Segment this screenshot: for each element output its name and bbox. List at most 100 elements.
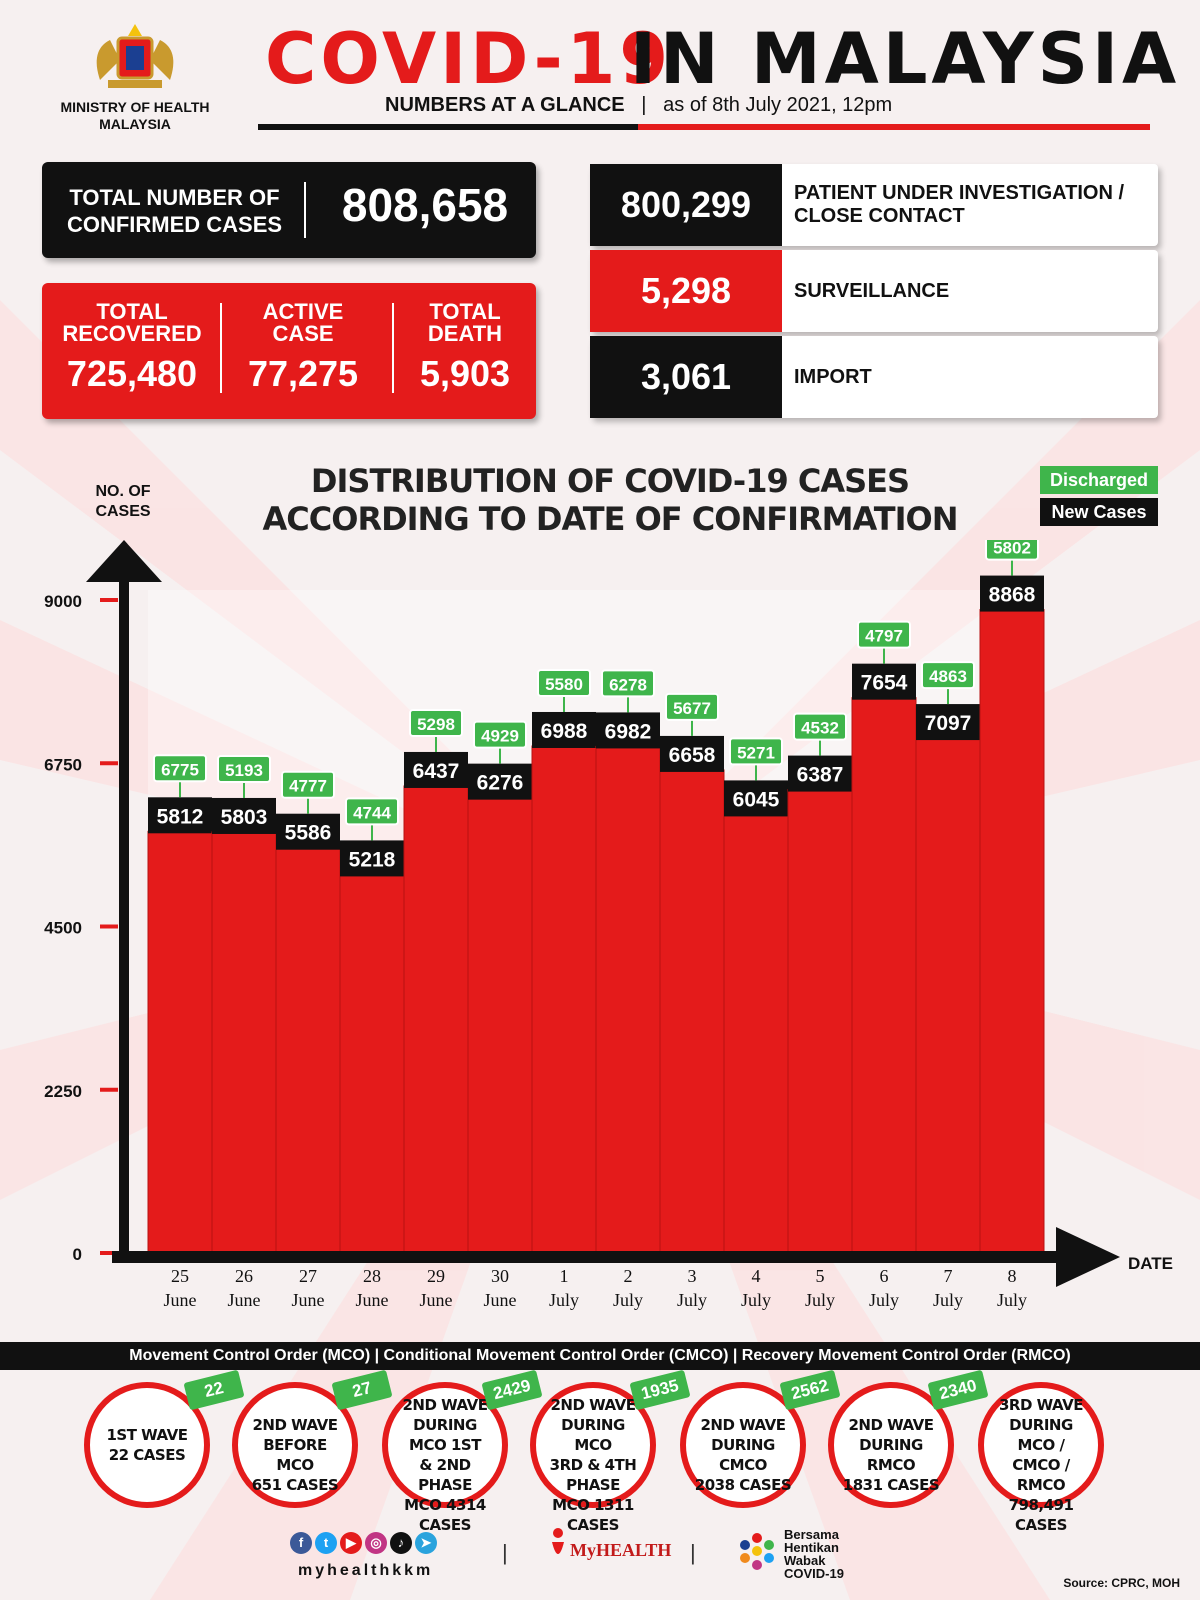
wave-circle: 3RD WAVE DURING MCO / CMCO / RMCO 798,491 CA… [978, 1382, 1104, 1534]
wave-text: 2ND WAVE DURING CMCO 2038 CASES [694, 1415, 792, 1495]
y-tick-label: 9000 [44, 592, 82, 611]
wave-text-line: 2ND WAVE [252, 1416, 338, 1434]
confirmed-value: 808,658 [341, 179, 509, 231]
x-tick-label-month: June [356, 1290, 389, 1310]
x-tick-label-month: July [677, 1290, 707, 1310]
discharged-badge [601, 669, 655, 698]
discharged-value-label: 4744 [353, 803, 391, 822]
campaign-line4: COVID-19 [784, 1566, 844, 1581]
x-tick-label-day: 6 [880, 1266, 889, 1286]
x-tick-label-day: 28 [363, 1266, 381, 1286]
myhealth-logo-icon [552, 1528, 564, 1554]
active-label-line2: CASE [272, 321, 334, 346]
bar-value-label: 7097 [925, 712, 972, 735]
recovered-label-line2: RECOVERED [62, 321, 202, 346]
wave-text-line: 798,491 [1008, 1496, 1074, 1514]
bar-value-label: 6982 [605, 720, 652, 743]
y-axis-label: NO. OF CASES [82, 482, 164, 522]
wave-circle: 2ND WAVE BEFORE MCO 651 CASES [232, 1382, 358, 1508]
footer: f t ▶ ◎ ♪ ➤ myhealthkkm | MyHEALTH | Bersama … [0, 1518, 1200, 1600]
discharged-value-label: 5193 [225, 761, 263, 780]
x-tick-label-month: July [869, 1290, 899, 1310]
category-label-line2: CLOSE CONTACT [794, 205, 965, 227]
active-label: ACTIVE CASE [228, 301, 378, 345]
wave-text-line: 3RD WAVE [999, 1396, 1083, 1414]
wave-text: 3RD WAVE DURING MCO / CMCO / RMCO 798,491 CA… [992, 1395, 1090, 1535]
wave-text: 1ST WAVE 22 CASES [98, 1425, 196, 1465]
x-tick-label-day: 29 [427, 1266, 445, 1286]
wave-badge: 2562 [779, 1369, 841, 1411]
title-malaysia: IN MALAYSIA [630, 18, 1181, 100]
youtube-icon[interactable]: ▶ [340, 1532, 362, 1554]
bar-value-label: 6988 [541, 720, 588, 743]
discharged-value-label: 4863 [929, 667, 967, 686]
campaign-flower-icon [740, 1533, 774, 1570]
discharged-badge [537, 668, 591, 697]
x-tick-label-day: 7 [944, 1266, 953, 1286]
chart-title-line2: ACCORDING TO DATE OF CONFIRMATION [262, 500, 959, 538]
y-axis-label-line2: CASES [95, 503, 151, 520]
discharged-badge [409, 708, 463, 737]
discharged-value-label: 4929 [481, 727, 519, 746]
y-tick-label: 6750 [44, 755, 82, 774]
wave-text-line: 1ST WAVE [106, 1426, 188, 1444]
title-rule-black [258, 124, 638, 130]
bar-new-cases [211, 831, 277, 1254]
wave-text-line: MCO 1311 [552, 1496, 634, 1514]
instagram-icon[interactable]: ◎ [365, 1532, 387, 1554]
outcome-divider-2 [392, 303, 394, 393]
wave-text-line: & 2ND PHASE [418, 1456, 472, 1494]
tiktok-icon[interactable]: ♪ [390, 1532, 412, 1554]
discharged-badge [281, 770, 335, 799]
death-label-line2: DEATH [427, 321, 503, 346]
discharged-value-label: 4532 [801, 719, 839, 738]
x-tick-label-month: June [420, 1290, 453, 1310]
bar-value-label: 6045 [733, 788, 780, 811]
x-tick-label-day: 3 [688, 1266, 697, 1286]
x-tick-label-month: July [741, 1290, 771, 1310]
y-tick-label: 0 [73, 1245, 82, 1264]
wave-text-line: CMCO / RMCO [1012, 1456, 1070, 1494]
bar-value-box [980, 575, 1044, 612]
wave-text-line: 2ND WAVE [848, 1416, 934, 1434]
legend-new-cases: New Cases [1040, 498, 1158, 526]
y-axis-label-line1: NO. OF [95, 483, 151, 500]
bar-value-label: 6437 [413, 760, 460, 783]
mco-legend-bar: Movement Control Order (MCO) | Condition… [0, 1342, 1200, 1370]
recovered-label-line1: TOTAL [96, 299, 168, 324]
bar-value-box [212, 797, 276, 834]
telegram-icon[interactable]: ➤ [415, 1532, 437, 1554]
x-tick-label-day: 26 [235, 1266, 253, 1286]
wave-text-line: CASES [567, 1516, 619, 1534]
discharged-badge [217, 754, 271, 783]
x-tick-label-day: 4 [752, 1266, 761, 1286]
x-tick-label-month: June [228, 1290, 261, 1310]
bar-value-box [660, 735, 724, 772]
subtitle-line: NUMBERS AT A GLANCE | as of 8th July 202… [385, 94, 892, 117]
bar-value-box [468, 763, 532, 800]
outcome-divider-1 [220, 303, 222, 393]
x-tick-label-month: July [613, 1290, 643, 1310]
y-axis-arrow [86, 540, 162, 582]
x-tick-label-month: June [484, 1290, 517, 1310]
campaign-line2: Hentikan [784, 1540, 839, 1555]
bar-value-box [596, 712, 660, 749]
bar-new-cases [595, 745, 661, 1254]
x-tick-label-month: July [549, 1290, 579, 1310]
discharged-value-label: 5271 [737, 743, 775, 762]
bar-value-label: 5586 [285, 822, 332, 845]
bar-new-cases [851, 697, 917, 1254]
category-label: PATIENT UNDER INVESTIGATION / CLOSE CONT… [794, 182, 1154, 228]
wave-summary-row: 1ST WAVE 22 CASES 22 2ND WAVE BEFORE MCO 651 … [0, 1369, 1200, 1534]
discharged-value-label: 6775 [161, 760, 199, 779]
twitter-icon[interactable]: t [315, 1532, 337, 1554]
y-tick-label: 4500 [44, 919, 82, 938]
x-tick-label-day: 1 [560, 1266, 569, 1286]
discharged-value-label: 5677 [673, 699, 711, 718]
confirmed-cases-box: TOTAL NUMBER OF CONFIRMED CASES 808,658 [42, 162, 536, 258]
facebook-icon[interactable]: f [290, 1532, 312, 1554]
wave-badge: 27 [331, 1369, 393, 1411]
bar-new-cases [275, 847, 341, 1254]
legend-discharged: Discharged [1040, 466, 1158, 494]
category-label: SURVEILLANCE [794, 280, 950, 302]
